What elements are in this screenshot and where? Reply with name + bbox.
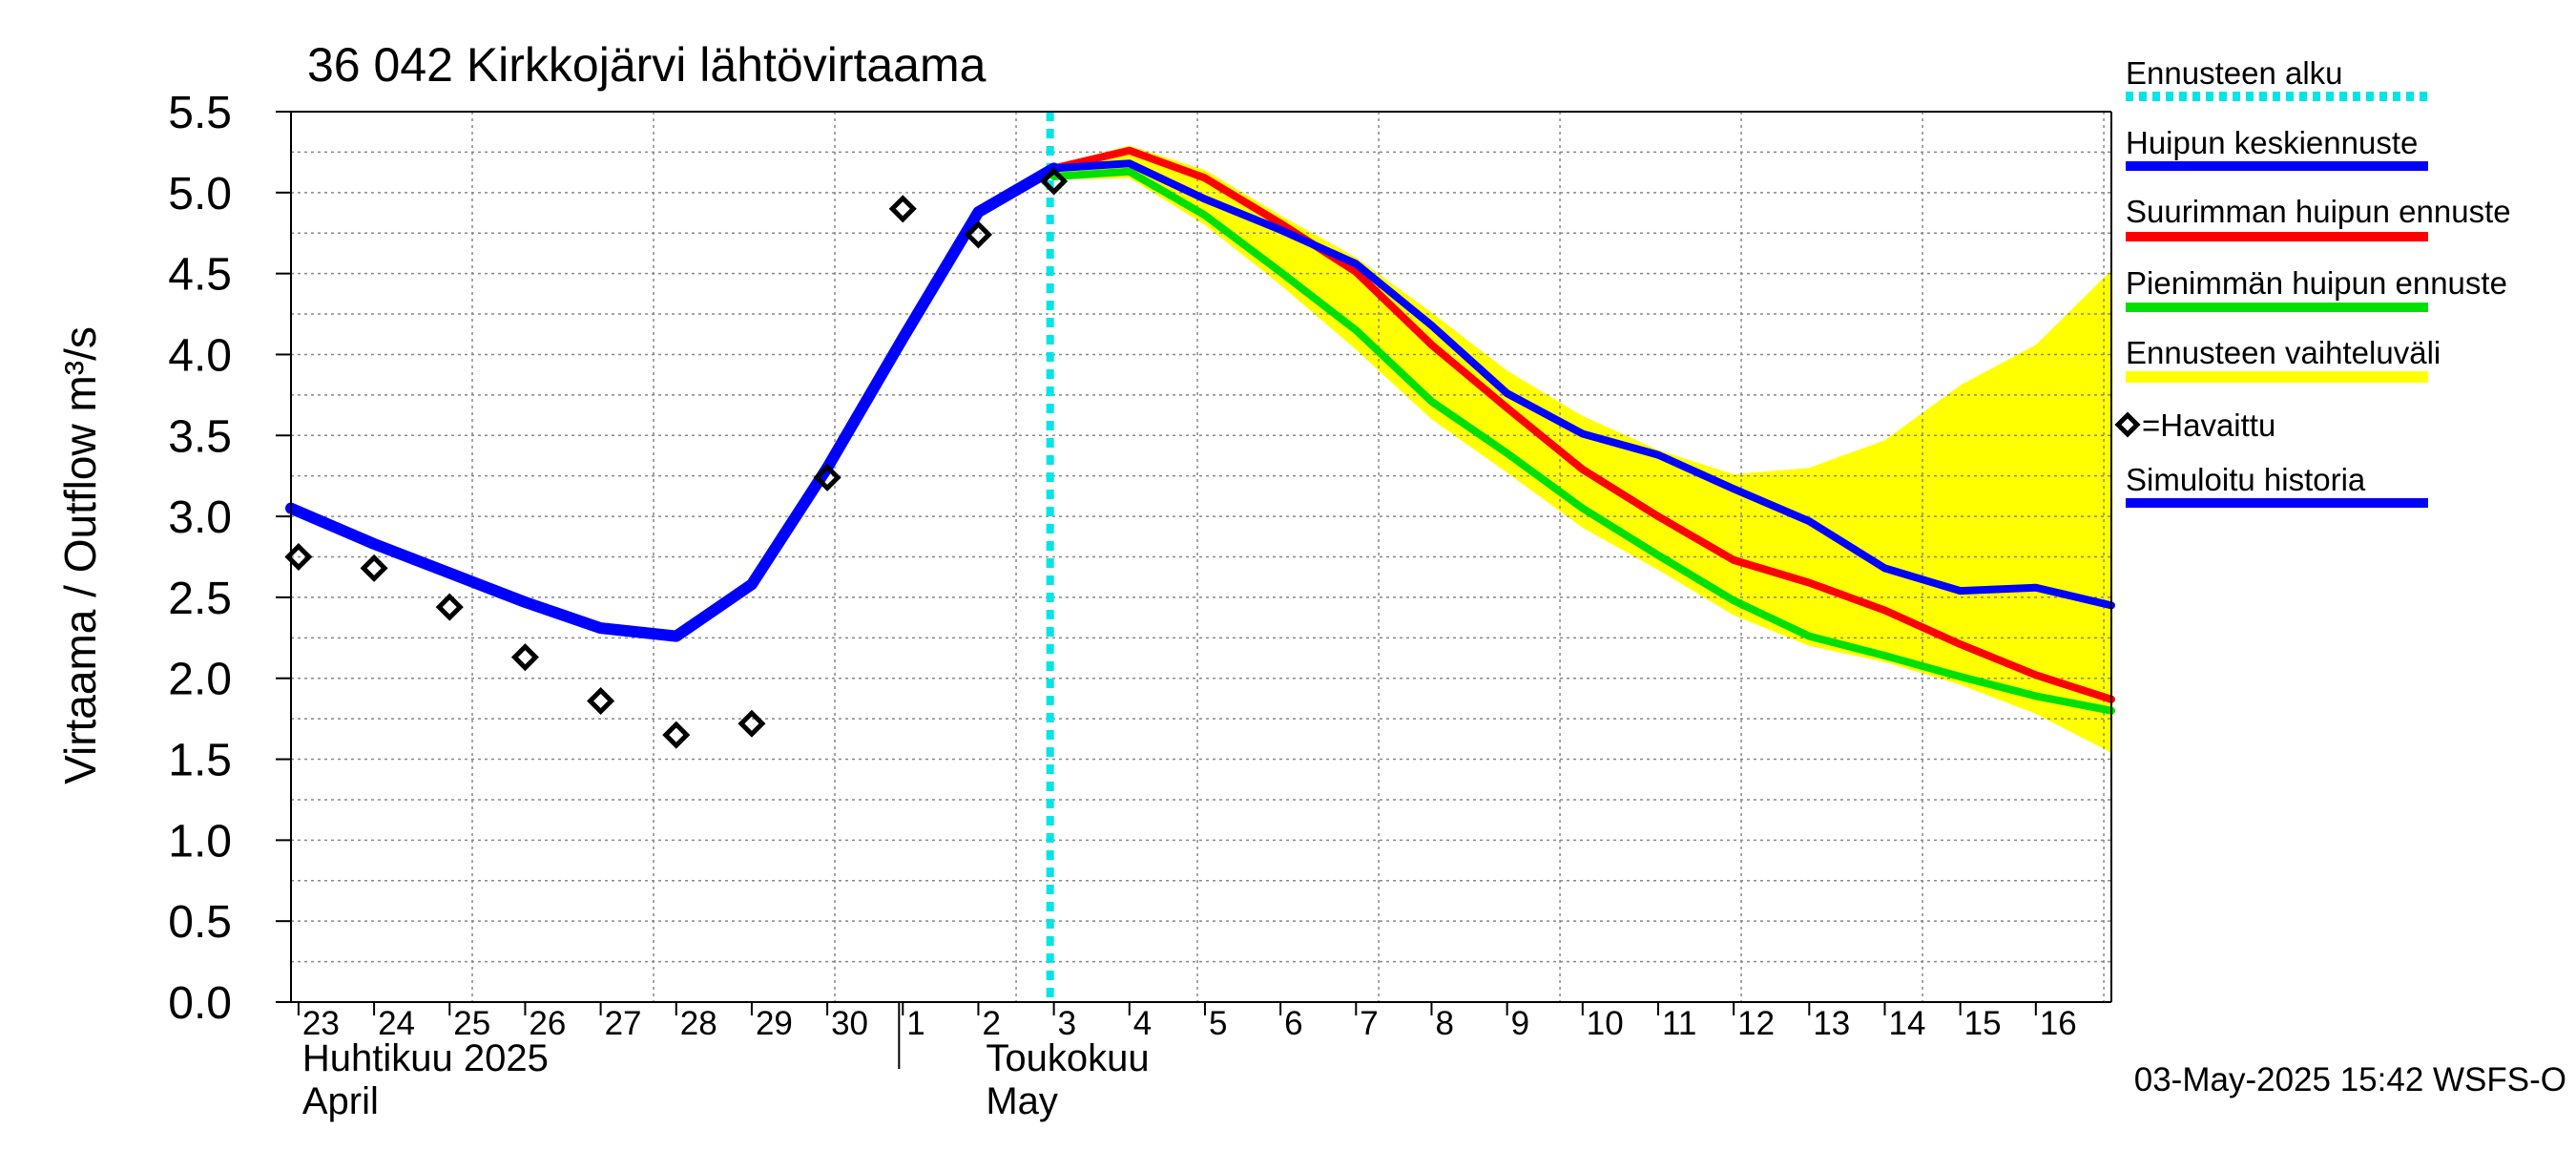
y-tick-label: 5.5 — [168, 88, 232, 138]
observed-point — [662, 721, 691, 749]
y-tick-label: 4.0 — [168, 330, 232, 381]
month-label-fi: Huhtikuu 2025 — [302, 1037, 549, 1079]
observed-point — [360, 554, 388, 582]
x-tick-label: 15 — [1964, 1005, 2002, 1042]
x-tick-label: 8 — [1435, 1005, 1453, 1042]
x-tick-label: 16 — [2040, 1005, 2077, 1042]
max-forecast-line — [1049, 146, 2115, 703]
x-tick-label: 30 — [831, 1005, 868, 1042]
x-tick-label: 25 — [453, 1005, 490, 1042]
forecast-range-layer — [1053, 145, 2111, 753]
x-tick-label: 2 — [982, 1005, 1000, 1042]
observed-point — [1040, 167, 1069, 196]
legend-label: =Havaittu — [2142, 408, 2275, 443]
x-tick-label: 24 — [378, 1005, 415, 1042]
legend-observed-marker — [2114, 411, 2141, 438]
x-tick-label: 14 — [1888, 1005, 1925, 1042]
x-tick-label: 26 — [529, 1005, 566, 1042]
x-tick-label: 10 — [1587, 1005, 1624, 1042]
observed-point — [813, 463, 841, 491]
y-tick-label: 3.5 — [168, 411, 232, 462]
legend-label: Pienimmän huipun ennuste — [2126, 265, 2507, 301]
legend: Ennusteen alku Huipun keskiennuste Suurimm… — [2114, 55, 2511, 508]
legend-label: Simuloitu historia — [2126, 462, 2366, 497]
y-tick-label: 3.0 — [168, 492, 232, 543]
month-label-fi: Toukokuu — [986, 1037, 1149, 1079]
x-tick-label: 3 — [1058, 1005, 1076, 1042]
legend-label: Huipun keskiennuste — [2126, 125, 2418, 160]
y-tick-label: 4.5 — [168, 250, 232, 301]
observed-layer — [284, 167, 1069, 749]
x-tick-label: 12 — [1737, 1005, 1775, 1042]
y-tick-label: 0.5 — [168, 897, 232, 948]
y-tick-label: 1.5 — [168, 736, 232, 786]
observed-point — [964, 220, 992, 249]
legend-label: Suurimman huipun ennuste — [2126, 194, 2511, 229]
x-tick-label: 11 — [1662, 1005, 1696, 1042]
x-tick-label: 29 — [756, 1005, 793, 1042]
x-tick-label: 27 — [605, 1005, 642, 1042]
observed-point — [888, 195, 917, 223]
y-tick-label: 2.0 — [168, 655, 232, 705]
y-axis-label: Virtaama / Outflow m³/s — [55, 326, 105, 784]
y-tick-label: 2.5 — [168, 574, 232, 624]
observed-point — [587, 686, 615, 716]
y-tick-label: 0.0 — [168, 978, 232, 1029]
observed-point — [435, 593, 464, 621]
x-tick-label: 28 — [680, 1005, 717, 1042]
month-label-en: May — [986, 1080, 1058, 1122]
month-label-en: April — [302, 1080, 379, 1122]
grid-layer — [291, 112, 2111, 1002]
observed-point — [510, 643, 539, 672]
y-tick-label: 5.0 — [168, 169, 232, 220]
mean-forecast-line — [1049, 159, 2115, 610]
x-tick-label: 23 — [302, 1005, 340, 1042]
x-tick-label: 4 — [1133, 1005, 1152, 1042]
chart-title: 36 042 Kirkkojärvi lähtövirtaama — [307, 38, 987, 92]
x-tick-label: 1 — [906, 1005, 924, 1042]
x-tick-label: 9 — [1511, 1005, 1529, 1042]
footer-timestamp: 03-May-2025 15:42 WSFS-O — [2134, 1061, 2566, 1098]
simulated-history-line — [285, 162, 1060, 642]
legend-label: Ennusteen alku — [2126, 55, 2343, 91]
min-forecast-line — [1049, 167, 2115, 715]
x-tick-label: 6 — [1284, 1005, 1302, 1042]
x-tick-label: 13 — [1813, 1005, 1850, 1042]
observed-point — [737, 709, 766, 738]
x-tick-label: 7 — [1360, 1005, 1378, 1042]
axes-layer: 0.00.51.01.52.02.53.03.54.04.55.05.523 24… — [168, 88, 2112, 1122]
forecast-range-band — [1053, 145, 2111, 753]
x-tick-label: 5 — [1209, 1005, 1227, 1042]
legend-label: Ennusteen vaihteluväli — [2126, 335, 2441, 370]
series-layer — [285, 112, 2115, 1002]
y-tick-label: 1.0 — [168, 816, 232, 867]
